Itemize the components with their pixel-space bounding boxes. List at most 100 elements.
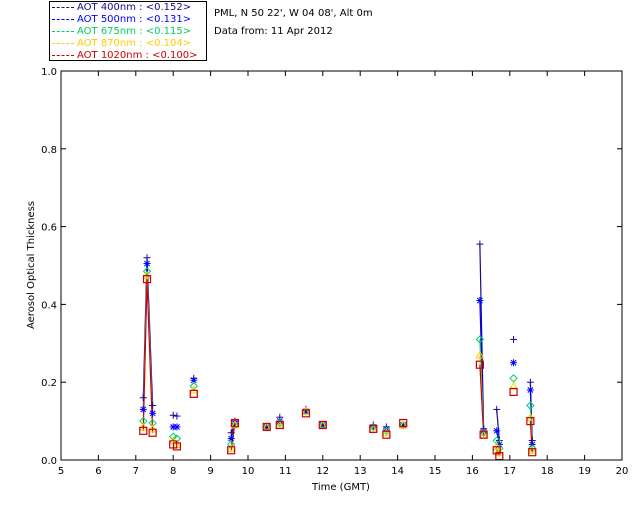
data-point <box>526 401 535 410</box>
x-tick-label: 12 <box>316 466 329 477</box>
data-point <box>148 418 157 428</box>
series-line <box>496 409 500 441</box>
data-point <box>399 418 408 428</box>
data-point <box>226 440 236 449</box>
data-point <box>528 444 537 453</box>
data-point <box>172 442 182 451</box>
legend-label-1020nm: AOT 1020nm : <0.100> <box>77 50 198 61</box>
data-point <box>493 405 501 413</box>
data-point <box>149 409 157 417</box>
x-axis-label: Time (GMT) <box>311 482 370 493</box>
data-point <box>510 359 518 367</box>
legend-entry-675nm: AOT 675nm : <0.115> <box>52 26 191 38</box>
data-point <box>398 420 408 429</box>
data-point <box>301 406 311 415</box>
data-point <box>230 418 240 428</box>
data-point <box>189 389 198 398</box>
x-tick-label: 5 <box>58 466 64 477</box>
data-point <box>148 428 157 437</box>
data-point <box>382 430 391 439</box>
data-point <box>527 445 537 454</box>
data-point <box>318 420 327 430</box>
date-info: Data from: 11 Apr 2012 <box>214 26 333 37</box>
data-point <box>142 267 152 276</box>
data-point <box>382 426 391 436</box>
data-point <box>494 447 504 456</box>
data-point <box>142 270 152 279</box>
x-tick-label: 13 <box>354 466 367 477</box>
data-point <box>173 423 181 431</box>
data-point <box>492 441 502 450</box>
data-point <box>189 381 198 391</box>
site-info: PML, N 50 22', W 04 08', Alt 0m <box>214 8 373 19</box>
data-point <box>301 409 311 418</box>
data-point <box>139 405 147 413</box>
legend-label-400nm: AOT 400nm : <0.152> <box>77 2 192 13</box>
data-point <box>173 412 181 420</box>
data-point <box>168 432 178 441</box>
series-line <box>479 364 485 435</box>
y-tick-label: 0.8 <box>41 145 57 156</box>
data-point <box>262 422 271 432</box>
data-point <box>475 350 485 359</box>
legend-entry-870nm: AOT 870nm : <0.104> <box>52 38 191 50</box>
x-tick-label: 6 <box>95 466 101 477</box>
y-tick-label: 1.0 <box>41 67 57 78</box>
x-tick-label: 15 <box>429 466 442 477</box>
data-point <box>139 426 148 435</box>
series-markers <box>138 240 537 461</box>
x-tick-label: 19 <box>578 466 591 477</box>
x-tick-label: 16 <box>466 466 479 477</box>
legend-swatch-500nm <box>52 18 74 20</box>
data-point <box>149 402 157 410</box>
data-point <box>143 260 151 268</box>
x-tick-label: 11 <box>279 466 292 477</box>
x-tick-label: 14 <box>391 466 404 477</box>
plot-frame <box>60 70 623 461</box>
data-point <box>139 394 147 402</box>
legend-entry-500nm: AOT 500nm : <0.131> <box>52 14 191 26</box>
data-point <box>142 275 152 284</box>
data-point <box>230 420 240 429</box>
x-tick-label: 20 <box>616 466 629 477</box>
data-point <box>526 386 534 394</box>
data-point <box>476 297 484 305</box>
x-tick-label: 7 <box>133 466 139 477</box>
data-point <box>139 416 148 426</box>
legend-label-675nm: AOT 675nm : <0.115> <box>77 26 192 37</box>
data-point <box>492 436 501 445</box>
x-tick-label: 18 <box>541 466 554 477</box>
data-point <box>138 422 148 431</box>
y-axis-label: Aerosol Optical Thickness <box>26 201 37 329</box>
data-point <box>509 381 518 390</box>
y-tick-label: 0.6 <box>41 223 57 234</box>
x-tick-label: 8 <box>170 466 176 477</box>
data-point <box>475 360 484 369</box>
data-point <box>509 374 518 383</box>
legend-swatch-675nm <box>52 30 74 32</box>
data-point <box>189 385 199 394</box>
data-point <box>528 448 537 457</box>
series-lines <box>142 244 533 457</box>
data-point <box>143 254 151 262</box>
legend-label-500nm: AOT 500nm : <0.131> <box>77 14 192 25</box>
legend-label-870nm: AOT 870nm : <0.104> <box>77 38 192 49</box>
data-point <box>492 446 501 455</box>
data-point <box>382 428 391 437</box>
data-point <box>526 417 535 426</box>
y-tick-label: 0.4 <box>41 300 57 311</box>
data-point <box>475 335 485 344</box>
legend: AOT 400nm : <0.152> AOT 500nm : <0.131> … <box>49 1 207 61</box>
x-tick-label: 10 <box>242 466 255 477</box>
data-point <box>509 387 518 397</box>
x-tick-label: 9 <box>207 466 213 477</box>
series-line <box>142 279 154 433</box>
y-tick-label: 0.0 <box>41 456 57 467</box>
legend-swatch-400nm <box>52 6 74 8</box>
data-point <box>227 446 236 455</box>
data-point <box>476 240 484 248</box>
y-tick-label: 0.2 <box>41 378 57 389</box>
legend-entry-400nm: AOT 400nm : <0.152> <box>52 2 191 14</box>
data-point <box>479 430 488 439</box>
